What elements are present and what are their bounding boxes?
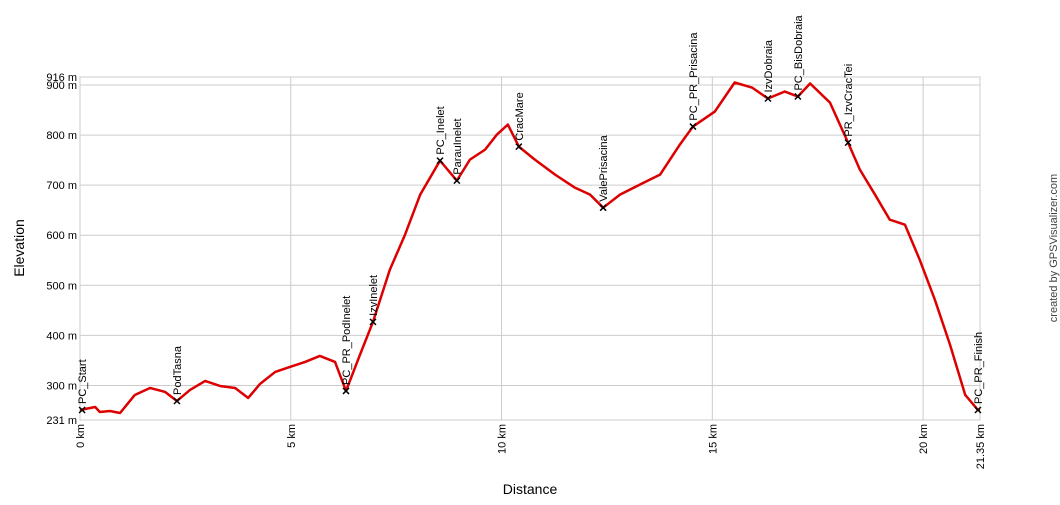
waypoint-label: PC_Start — [77, 359, 89, 404]
y-tick-label: 400 m — [46, 330, 77, 342]
y-tick-label: 800 m — [46, 130, 77, 142]
x-tick-label: 10 km — [497, 424, 509, 454]
y-tick-label: 231 m — [46, 415, 77, 427]
credit: created by GPSVisualizer.com — [1048, 174, 1060, 322]
x-axis-label: Distance — [503, 481, 558, 497]
waypoint-label: ValePrisacina — [598, 134, 610, 201]
x-tick-label: 21.35 km — [975, 424, 987, 469]
waypoint-marker — [173, 397, 181, 405]
waypoint-label: PC_PR_Prisacina — [688, 32, 700, 121]
waypoint-label: ParauInelet — [452, 118, 464, 174]
y-axis-label: Elevation — [11, 219, 27, 277]
y-tick-label: 600 m — [46, 230, 77, 242]
waypoint-label: IzvInelet — [368, 275, 380, 316]
y-tick-label: 300 m — [46, 380, 77, 392]
y-tick-label: 700 m — [46, 180, 77, 192]
waypoint-marker — [515, 143, 523, 151]
waypoint-marker — [453, 177, 461, 185]
waypoint-marker — [369, 318, 377, 326]
waypoint-marker — [764, 95, 772, 103]
x-tick-label: 15 km — [707, 424, 719, 454]
y-tick-label: 500 m — [46, 280, 77, 292]
x-tick-label: 20 km — [918, 424, 930, 454]
waypoint-marker — [844, 139, 852, 147]
waypoint-label: PC_Inelet — [435, 106, 447, 154]
waypoint-label: PodTasna — [172, 345, 184, 395]
waypoint-marker — [689, 123, 697, 131]
waypoint-label: PR_IzvCracTei — [843, 64, 855, 137]
elevation-line — [79, 81, 980, 415]
waypoint-marker — [342, 387, 350, 395]
waypoint-marker — [794, 92, 802, 101]
y-tick-label: 900 m — [46, 80, 77, 92]
waypoint-label: PC_PR_Finish — [973, 332, 985, 404]
y-tick-label: 916 m — [46, 72, 77, 84]
waypoint-marker — [78, 406, 86, 414]
waypoint-marker — [436, 157, 444, 165]
x-tick-label: 5 km — [286, 424, 298, 448]
waypoint-label: CracMare — [514, 92, 526, 140]
waypoint-marker — [974, 406, 982, 414]
waypoint-label: IzvDobraia — [763, 39, 775, 92]
waypoint-label: PC_BisDobraia — [793, 14, 805, 90]
waypoint-label: PC_PR_PodInelet — [341, 296, 353, 385]
waypoint-marker — [599, 204, 607, 212]
x-tick-label: 0 km — [75, 424, 87, 448]
